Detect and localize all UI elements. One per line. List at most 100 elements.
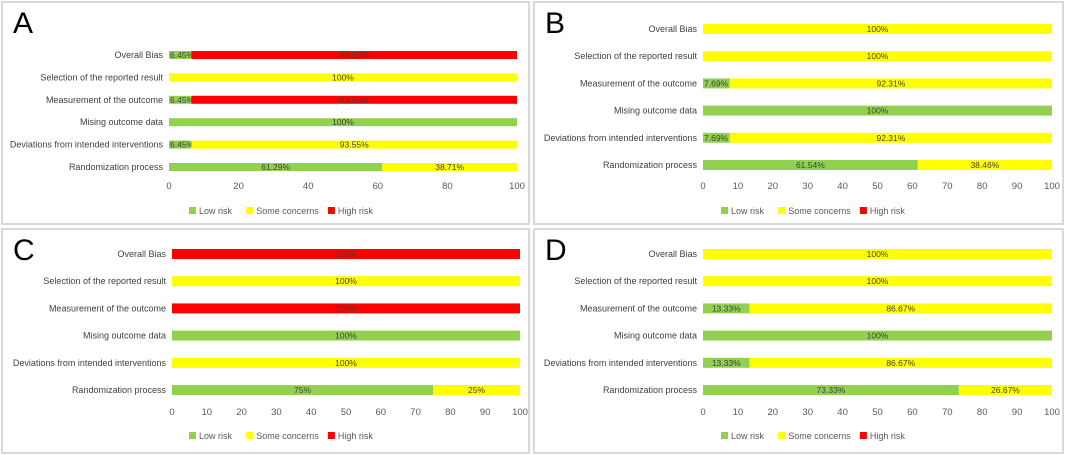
category-label: Measurement of the outcome	[580, 303, 697, 313]
data-label: 86.67%	[886, 358, 915, 368]
bar-segment-low-risk	[703, 132, 730, 143]
bar-segment-some-concerns	[729, 78, 1052, 89]
category-label: Measurement of the outcome	[580, 78, 697, 88]
data-label: 73.33%	[817, 385, 846, 395]
data-label: 100%	[335, 331, 357, 341]
bar-segment-some-concerns	[917, 160, 1052, 170]
x-tick-label: 20	[768, 407, 779, 418]
legend-entry: Low risk	[199, 206, 233, 216]
data-label: 7.69%	[704, 133, 729, 143]
x-tick-label: 0	[169, 407, 174, 418]
bar-segment-some-concerns	[382, 163, 517, 171]
data-label: 100%	[335, 358, 357, 368]
bar-segment-low-risk	[169, 95, 192, 104]
legend-swatch	[327, 432, 335, 439]
legend-entry: Some concerns	[256, 431, 319, 441]
legend-entry: Some concerns	[256, 206, 319, 216]
data-label: 75%	[294, 385, 311, 395]
x-tick-label: 0	[700, 407, 705, 418]
x-tick-label: 0	[166, 181, 171, 192]
x-tick-label: 80	[977, 407, 988, 418]
legend-swatch	[189, 207, 196, 214]
x-tick-label: 0	[700, 181, 705, 192]
x-tick-label: 20	[768, 181, 779, 192]
bar-segment-high-risk	[172, 249, 520, 259]
category-label: Randomization process	[72, 385, 167, 395]
data-label: 93.55%	[340, 95, 369, 105]
bar-segment-high-risk	[191, 51, 518, 59]
x-tick-label: 40	[306, 407, 317, 418]
category-label: Randomization process	[603, 385, 698, 395]
category-label: Measurement of the outcome	[49, 303, 166, 313]
data-label: 100%	[867, 106, 889, 116]
bar-segment-some-concerns	[703, 249, 1052, 259]
x-tick-label: 40	[303, 181, 314, 192]
legend-swatch	[778, 432, 786, 439]
category-label: Randomization process	[603, 160, 698, 170]
panel-letter: C	[13, 234, 35, 267]
x-tick-label: 90	[1012, 407, 1023, 418]
legend-swatch	[778, 207, 786, 214]
data-label: 26.67%	[991, 385, 1020, 395]
legend-entry: High risk	[338, 206, 374, 216]
legend-entry: Low risk	[199, 431, 233, 441]
legend-entry: High risk	[870, 206, 906, 216]
category-label: Mising outcome data	[83, 331, 166, 341]
panel-letter: A	[13, 7, 33, 40]
category-label: Deviations from intended interventions	[10, 140, 164, 150]
x-tick-label: 40	[837, 181, 848, 192]
data-label: 100%	[867, 249, 889, 259]
legend-swatch	[246, 207, 254, 214]
bar-segment-low-risk	[169, 163, 383, 171]
x-tick-label: 60	[907, 407, 918, 418]
category-label: Deviations from intended interventions	[544, 358, 698, 368]
x-tick-label: 80	[442, 181, 453, 192]
data-label: 100%	[335, 249, 357, 259]
x-tick-label: 50	[872, 181, 883, 192]
data-label: 61.54%	[796, 160, 825, 170]
legend-swatch	[859, 207, 867, 214]
legend-swatch	[189, 432, 196, 439]
data-label: 92.31%	[876, 78, 905, 88]
data-label: 6.45%	[170, 50, 195, 60]
panel-letter: B	[545, 7, 565, 40]
bar-segment-low-risk	[172, 330, 520, 341]
x-tick-label: 70	[942, 407, 953, 418]
category-label: Mising outcome data	[614, 106, 697, 116]
x-tick-label: 10	[733, 181, 744, 192]
x-tick-label: 100	[509, 181, 525, 192]
x-tick-label: 70	[942, 181, 953, 192]
bar-segment-some-concerns	[191, 140, 518, 149]
data-label: 100%	[335, 303, 357, 313]
legend-entry: High risk	[870, 431, 906, 441]
data-label: 100%	[867, 276, 889, 286]
bar-segment-some-concerns	[958, 385, 1052, 395]
data-label: 100%	[332, 117, 354, 127]
x-tick-label: 80	[445, 407, 456, 418]
x-tick-label: 10	[733, 407, 744, 418]
x-tick-label: 30	[802, 181, 813, 192]
bar-segment-low-risk	[703, 385, 959, 395]
x-tick-label: 20	[233, 181, 244, 192]
bar-segment-some-concerns	[169, 73, 517, 82]
x-tick-label: 60	[376, 407, 387, 418]
category-label: Deviations from intended interventions	[13, 358, 167, 368]
legend-swatch	[721, 207, 728, 214]
category-label: Overall Bias	[114, 50, 163, 60]
category-label: Deviations from intended interventions	[544, 133, 698, 143]
x-tick-label: 70	[410, 407, 421, 418]
data-label: 100%	[332, 72, 354, 82]
data-label: 93.55%	[340, 140, 369, 150]
data-label: 61.29%	[261, 162, 290, 172]
bar-segment-low-risk	[703, 357, 750, 368]
bar-segment-high-risk	[172, 303, 520, 314]
x-tick-label: 10	[202, 407, 213, 418]
data-label: 86.67%	[886, 303, 915, 313]
bar-segment-some-concerns	[749, 357, 1052, 368]
data-label: 100%	[867, 331, 889, 341]
x-tick-label: 80	[977, 181, 988, 192]
bar-segment-low-risk	[169, 51, 192, 59]
bar-segment-some-concerns	[749, 303, 1052, 314]
bar-segment-some-concerns	[703, 24, 1052, 34]
category-label: Measurement of the outcome	[46, 95, 163, 105]
